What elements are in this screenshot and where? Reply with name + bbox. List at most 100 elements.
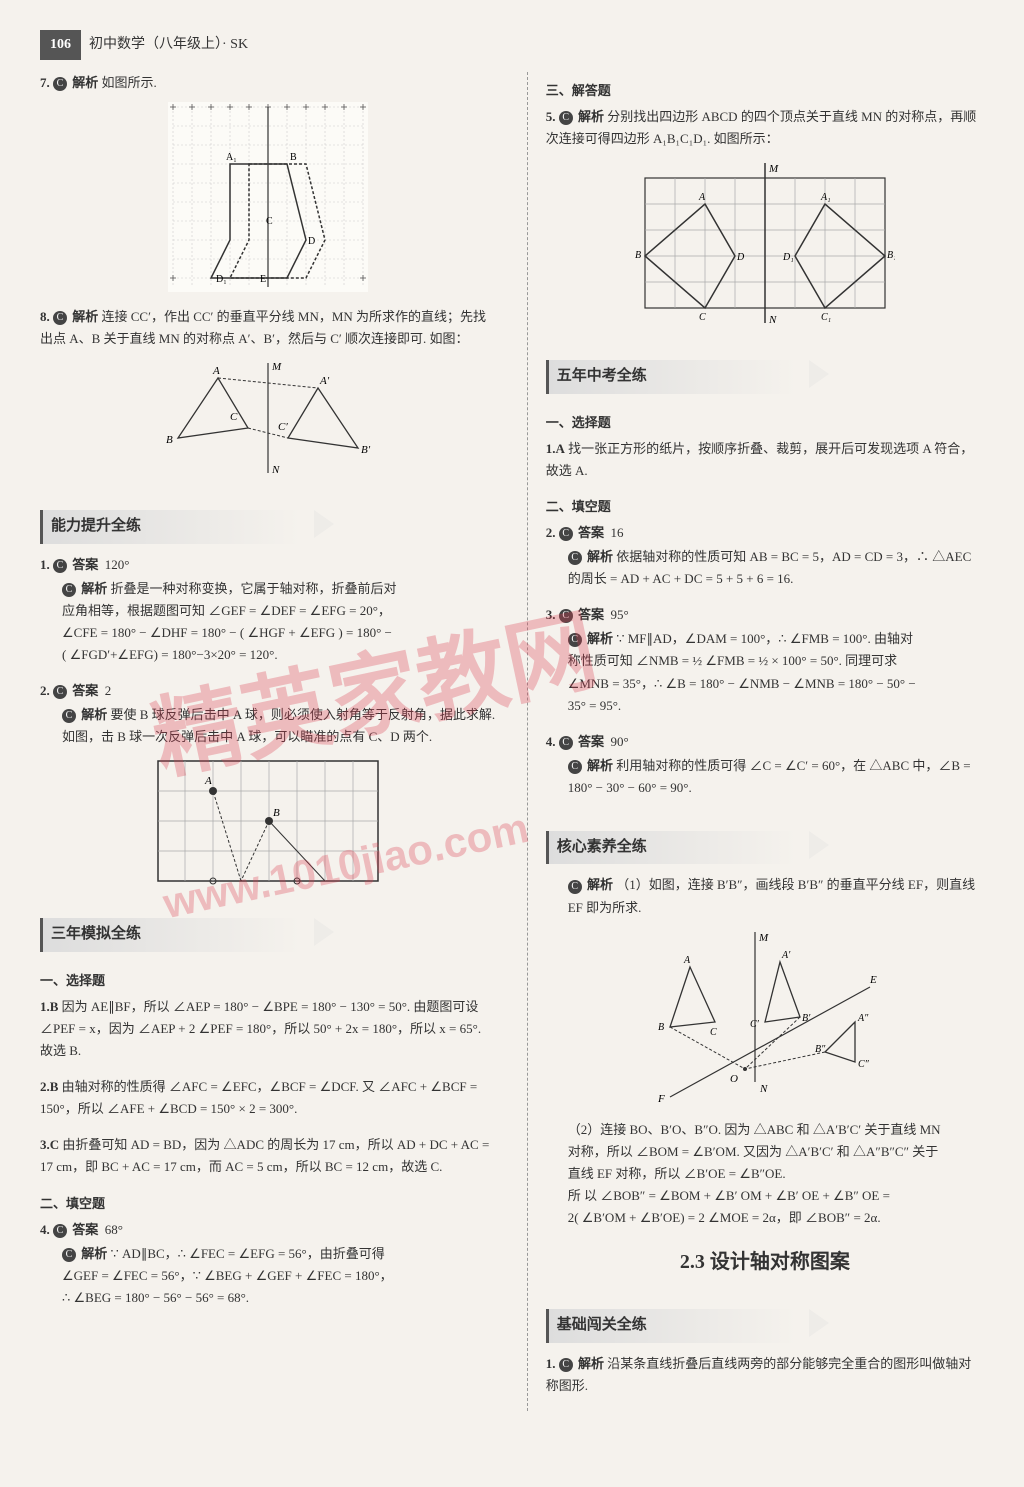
c-marker-icon: C (62, 709, 76, 723)
q7-analysis-label: 解析 (72, 75, 98, 90)
svg-text:B′: B′ (802, 1013, 811, 1024)
s1q1-line0: 折叠是一种对称变换，它属于轴对称，折叠前后对 (111, 581, 397, 596)
page-number: 106 (40, 30, 81, 60)
s3q2-ans-label: 答案 (578, 525, 604, 540)
svg-text:A: A (683, 955, 691, 966)
svg-text:A₁: A₁ (226, 152, 237, 163)
c-marker-icon: C (559, 111, 573, 125)
svg-text:N: N (271, 464, 280, 476)
svg-text:C: C (699, 312, 706, 323)
page-header: 106 初中数学（八年级上）· SK (40, 30, 984, 60)
s1q2-answer: 2 (105, 683, 112, 698)
c-marker-icon: C (53, 311, 67, 325)
s5q1-label: 1. (546, 1356, 556, 1371)
svg-text:B: B (273, 807, 280, 819)
s2q2-label: 2.B (40, 1079, 58, 1094)
svg-text:C′: C′ (278, 421, 288, 433)
s1q1-line3: ( ∠FGD′+∠EFG) = 180°−3×20° = 120°. (40, 644, 497, 666)
s3-subhead-fill: 二、填空题 (546, 496, 984, 518)
svg-text:N: N (768, 314, 777, 326)
s1q2-analysis-label: 解析 (81, 707, 107, 722)
s3q3-analysis-label: 解析 (587, 631, 613, 646)
c-marker-icon: C (62, 1248, 76, 1262)
core-q: C 解析 （1）如图，连接 B′B″，画线段 B′B″ 的垂直平分线 EF，则直… (546, 874, 984, 1229)
svg-text:D: D (300, 885, 309, 886)
section-ability-header: 能力提升全练 (40, 510, 314, 544)
s1q1-label: 1. (40, 557, 50, 572)
s2q4-line1: ∠GEF = ∠FEC = 56°，∵ ∠BEG + ∠GEF + ∠FEC =… (40, 1265, 497, 1287)
s1q1-answer: 120° (105, 557, 130, 572)
left-column: 7. C 解析 如图所示. (40, 72, 497, 1411)
question-8: 8. C 解析 连接 CC′，作出 CC′ 的垂直平分线 MN，MN 为所求作的… (40, 306, 497, 478)
svg-text:A: A (698, 192, 706, 203)
svg-text:B: B (658, 1022, 664, 1033)
svg-text:N: N (759, 1083, 768, 1095)
section-fiveyear-header: 五年中考全练 (546, 360, 809, 394)
s3q2-text: 依据轴对称的性质可知 AB = BC = 5，AD = CD = 3，∴ △AE… (568, 549, 972, 586)
c-marker-icon: C (53, 77, 67, 91)
fiveyear-q2: 2. C 答案 16 C 解析 依据轴对称的性质可知 AB = BC = 5，A… (546, 522, 984, 590)
svg-text:A: A (204, 775, 212, 787)
s3q3-line2: ∠MNB = 35°，∴ ∠B = 180° − ∠NMB − ∠MNB = 1… (546, 673, 984, 695)
s2q4-label: 4. (40, 1222, 50, 1237)
svg-text:M: M (768, 163, 779, 175)
s3q3-answer: 95° (610, 607, 628, 622)
basic-q1: 1. C 解析 沿某条直线折叠后直线两旁的部分能够完全重合的图形叫做轴对称图形. (546, 1353, 984, 1397)
s2-subhead-response: 三、解答题 (546, 80, 984, 102)
s4-p2-line4: 2( ∠B′OM + ∠B′OE) = 2 ∠MOE = 2α，即 ∠BOB″ … (546, 1207, 984, 1229)
c-marker-icon: C (568, 633, 582, 647)
s2q5-analysis-label: 解析 (578, 109, 604, 124)
q7-text: 如图所示. (102, 75, 157, 90)
q8-label: 8. (40, 309, 50, 324)
c-marker-icon: C (568, 760, 582, 774)
s2-subhead-fill: 二、填空题 (40, 1193, 497, 1215)
s2q1-text: 因为 AE∥BF，所以 ∠AEP = 180° − ∠BPE = 180° − … (40, 999, 481, 1058)
section-basic-header: 基础闯关全练 (546, 1309, 809, 1343)
s5q1-text: 沿某条直线折叠后直线两旁的部分能够完全重合的图形叫做轴对称图形. (546, 1356, 972, 1393)
s2q4-analysis-label: 解析 (81, 1246, 107, 1261)
figure-8-triangles: M N A B C A′ B′ C′ (40, 358, 497, 478)
s2q4-line0: ∵ AD∥BC，∴ ∠FEC = ∠EFG = 56°，由折叠可得 (111, 1246, 385, 1261)
svg-text:M: M (271, 361, 282, 373)
svg-text:C₁: C₁ (821, 312, 831, 323)
c-marker-icon: C (568, 880, 582, 894)
s3-subhead-choice: 一、选择题 (546, 412, 984, 434)
s3q2-analysis-label: 解析 (587, 549, 613, 564)
s1q2-label: 2. (40, 683, 50, 698)
s3q4-text: 利用轴对称的性质可得 ∠C = ∠C′ = 60°，在 △ABC 中，∠B = … (568, 758, 971, 795)
c-marker-icon: C (53, 559, 67, 573)
s3q2-answer: 16 (610, 525, 623, 540)
s3q4-answer: 90° (610, 734, 628, 749)
s4-part1: （1）如图，连接 B′B″，画线段 B′B″ 的垂直平分线 EF，则直线 EF … (568, 877, 975, 914)
s1q2-ans-label: 答案 (72, 683, 98, 698)
figure-7-grid: A₁B C D D₁E (40, 102, 497, 292)
svg-text:C: C (230, 411, 238, 423)
figure-billiard-grid: A B C D (40, 756, 497, 886)
s3q2-label: 2. (546, 525, 556, 540)
s3q3-line1: 称性质可知 ∠NMB = ½ ∠FMB = ½ × 100° = 50°. 同理… (546, 650, 984, 672)
s2q3-text: 由折叠可知 AD = BD，因为 △ADC 的周长为 17 cm，所以 AD +… (40, 1137, 489, 1174)
svg-text:B: B (166, 434, 173, 446)
s4-p2-line2: 直线 EF 对称，所以 ∠B′OE = ∠B″OE. (546, 1163, 984, 1185)
s2q1-label: 1.B (40, 999, 58, 1014)
s1q1-line1: 应角相等，根据题图可知 ∠GEF = ∠DEF = ∠EFG = 20°， (40, 600, 497, 622)
c-marker-icon: C (53, 685, 67, 699)
svg-text:B′: B′ (361, 444, 371, 456)
svg-text:E: E (869, 974, 877, 986)
threeyear-q4: 4. C 答案 68° C 解析 ∵ AD∥BC，∴ ∠FEC = ∠EFG =… (40, 1219, 497, 1309)
threeyear-q3: 3.C 由折叠可知 AD = BD，因为 △ADC 的周长为 17 cm，所以 … (40, 1134, 497, 1178)
c-marker-icon: C (53, 1224, 67, 1238)
ability-q1: 1. C 答案 120° C 解析 折叠是一种对称变换，它属于轴对称，折叠前后对… (40, 554, 497, 666)
svg-text:C″: C″ (858, 1059, 870, 1070)
svg-text:C′: C′ (750, 1019, 760, 1030)
svg-text:C: C (266, 216, 273, 227)
svg-text:B₁: B₁ (887, 250, 895, 261)
s1q1-line2: ∠CFE = 180° − ∠DHF = 180° − ( ∠HGF + ∠EF… (40, 622, 497, 644)
s3q1-text: 找一张正方形的纸片，按顺序折叠、裁剪，展开后可发现选项 A 符合，故选 A. (546, 441, 974, 478)
chapter-title: 2.3 设计轴对称图案 (546, 1245, 984, 1279)
s3q3-label: 3. (546, 607, 556, 622)
q8-analysis-label: 解析 (72, 309, 98, 324)
c-marker-icon: C (559, 609, 573, 623)
threeyear-q5: 5. C 解析 分别找出四边形 ABCD 的四个顶点关于直线 MN 的对称点，再… (546, 106, 984, 328)
q8-text: 连接 CC′，作出 CC′ 的垂直平分线 MN，MN 为所求作的直线；先找出点 … (40, 309, 486, 346)
